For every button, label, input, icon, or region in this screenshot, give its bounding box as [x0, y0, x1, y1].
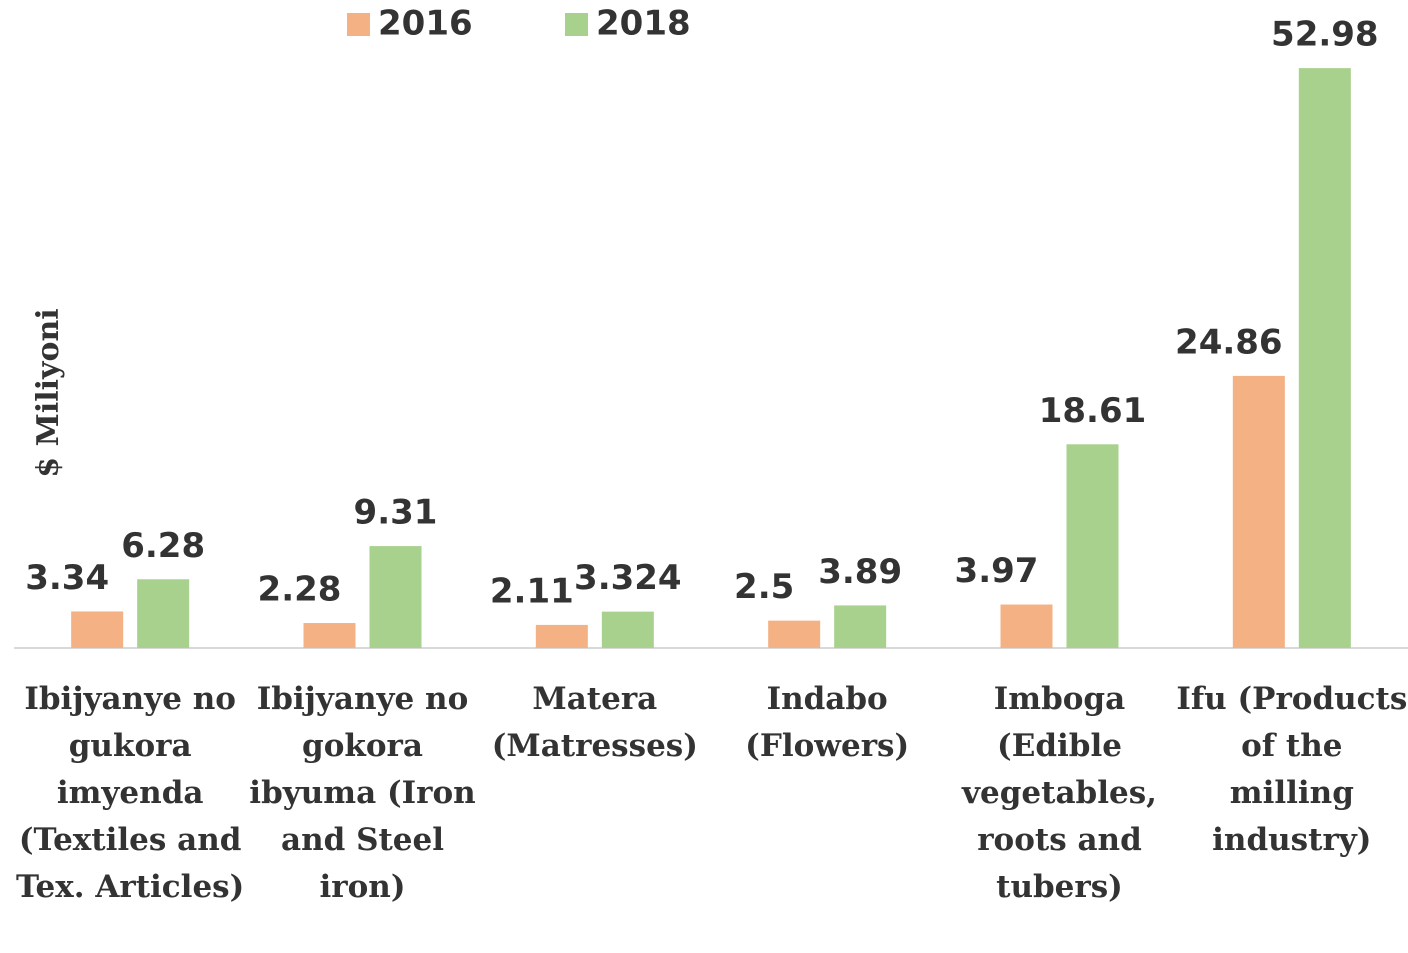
data-label: 3.89: [818, 552, 902, 592]
data-label: 2.11: [490, 571, 574, 611]
bar: [601, 611, 654, 648]
x-tick-label: Imboga (Edible vegetables, roots and tub…: [962, 681, 1157, 905]
data-label: 3.34: [25, 558, 109, 598]
data-label: 9.31: [354, 493, 438, 533]
legend-swatch: [347, 13, 370, 36]
legend-label: 2018: [596, 4, 691, 44]
x-tick-label: Matera (Matresses): [491, 681, 698, 764]
bar: [1298, 68, 1351, 649]
data-label: 3.324: [574, 558, 682, 598]
data-label: 3.97: [955, 551, 1039, 591]
bar: [834, 605, 887, 648]
bar: [1232, 375, 1285, 648]
data-label: 18.61: [1039, 391, 1147, 431]
bar: [1066, 444, 1119, 648]
bar: [768, 620, 821, 648]
bar: [1000, 604, 1053, 648]
x-tick-label: Ibijyanye no gokora ibyuma (Iron and Ste…: [249, 681, 476, 905]
x-tick-label: Indabo (Flowers): [745, 681, 910, 764]
data-label: 24.86: [1175, 322, 1283, 362]
data-label: 2.28: [258, 570, 342, 610]
x-tick-label: Ibijyanye no gukora imyenda (Textiles an…: [16, 681, 245, 905]
bar: [535, 624, 588, 648]
bar: [137, 579, 190, 648]
bar: [303, 623, 356, 648]
bar: [71, 611, 124, 648]
data-label: 2.5: [734, 567, 794, 607]
legend-swatch: [565, 13, 588, 36]
data-label: 6.28: [121, 526, 205, 566]
legend-label: 2016: [378, 4, 473, 44]
data-label: 52.98: [1271, 15, 1379, 55]
y-axis-label: $ Miliyoni: [31, 308, 66, 477]
x-tick-label: Ifu (Products of the milling industry): [1176, 681, 1408, 858]
bar: [369, 546, 422, 648]
